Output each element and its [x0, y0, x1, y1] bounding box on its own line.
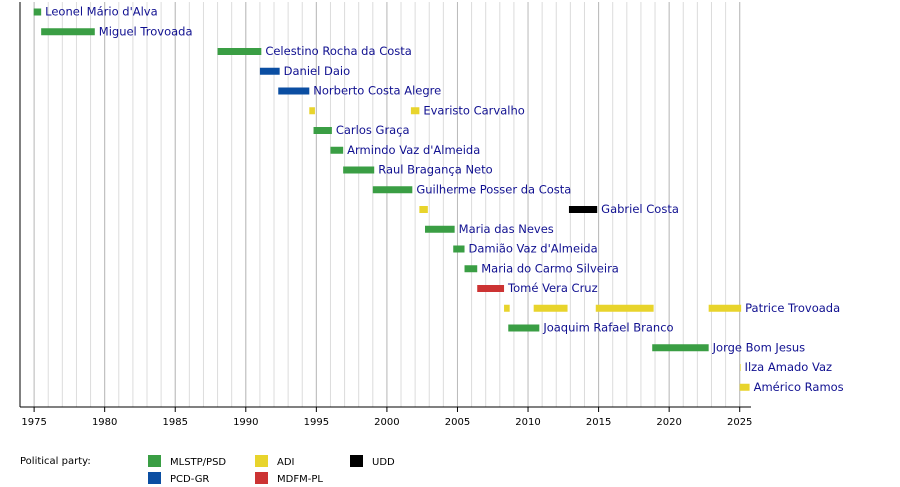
- term-bar: [425, 225, 455, 233]
- term-bar: [595, 304, 654, 312]
- legend-label: MDFM-PL: [277, 474, 323, 485]
- legend-label: PCD-GR: [170, 474, 209, 485]
- legend-swatch: [350, 455, 363, 467]
- legend-swatch: [255, 455, 268, 467]
- term-bar: [309, 107, 315, 115]
- person-name: Evaristo Carvalho: [423, 103, 524, 117]
- term-bar: [278, 87, 310, 95]
- x-tick-label: 2015: [586, 417, 611, 428]
- term-bar: [372, 186, 413, 194]
- term-bar: [477, 285, 505, 292]
- term-bar: [708, 304, 742, 312]
- x-tick-label: 2020: [656, 417, 681, 428]
- term-bar: [313, 127, 332, 134]
- term-bar: [217, 48, 262, 55]
- x-tick-label: 2005: [445, 417, 470, 428]
- legend-label: MLSTP/PSD: [170, 457, 226, 468]
- x-tick-label: 2025: [727, 417, 752, 428]
- x-tick-label: 1975: [21, 417, 46, 428]
- term-bar: [568, 206, 598, 213]
- person-name: Jorge Bom Jesus: [712, 340, 806, 354]
- person-name: Maria das Neves: [459, 222, 554, 236]
- term-bar: [453, 245, 465, 253]
- person-name: Ilza Amado Vaz: [745, 360, 833, 374]
- term-bar: [33, 8, 42, 16]
- person-name: Miguel Trovoada: [99, 24, 193, 38]
- term-bar: [652, 344, 709, 352]
- x-tick-label: 1985: [163, 417, 188, 428]
- term-bar: [508, 324, 540, 332]
- person-name: Norberto Costa Alegre: [313, 84, 441, 98]
- person-name: Patrice Trovoada: [745, 301, 840, 315]
- person-name: Armindo Vaz d'Almeida: [347, 143, 480, 157]
- person-name: Gabriel Costa: [601, 202, 679, 216]
- person-name: Carlos Graça: [336, 123, 410, 137]
- term-bar: [41, 28, 95, 36]
- person-name: Leonel Mário d'Alva: [45, 5, 158, 19]
- x-tick-label: 1990: [233, 417, 258, 428]
- x-tick-label: 1995: [304, 417, 329, 428]
- x-tick-label: 2000: [374, 417, 399, 428]
- term-bar: [740, 364, 741, 371]
- term-bar: [504, 304, 510, 312]
- term-bar: [464, 265, 478, 273]
- person-name: Tomé Vera Cruz: [507, 281, 598, 295]
- term-bar: [533, 304, 568, 312]
- person-name: Raul Bragança Neto: [378, 163, 492, 177]
- person-name: Maria do Carmo Silveira: [481, 261, 619, 275]
- term-bar: [419, 206, 428, 213]
- term-bar: [739, 383, 750, 391]
- person-name: Celestino Rocha da Costa: [265, 44, 412, 58]
- legend-label: ADI: [277, 457, 295, 468]
- legend-swatch: [148, 472, 161, 484]
- legend-swatch: [148, 455, 161, 467]
- legend-swatch: [255, 472, 268, 484]
- term-bar: [259, 67, 280, 75]
- person-name: Daniel Daio: [284, 64, 350, 78]
- term-bar: [330, 146, 344, 154]
- legend-title: Political party:: [20, 456, 91, 467]
- person-name: Joaquim Rafael Branco: [542, 321, 673, 335]
- legend-label: UDD: [372, 457, 395, 468]
- x-tick-label: 2010: [515, 417, 540, 428]
- x-tick-label: 1980: [92, 417, 117, 428]
- term-bar: [410, 107, 420, 115]
- term-bar: [343, 166, 375, 174]
- person-name: Damião Vaz d'Almeida: [469, 242, 598, 256]
- person-name: Guilherme Posser da Costa: [416, 182, 571, 196]
- person-name: Américo Ramos: [754, 380, 844, 394]
